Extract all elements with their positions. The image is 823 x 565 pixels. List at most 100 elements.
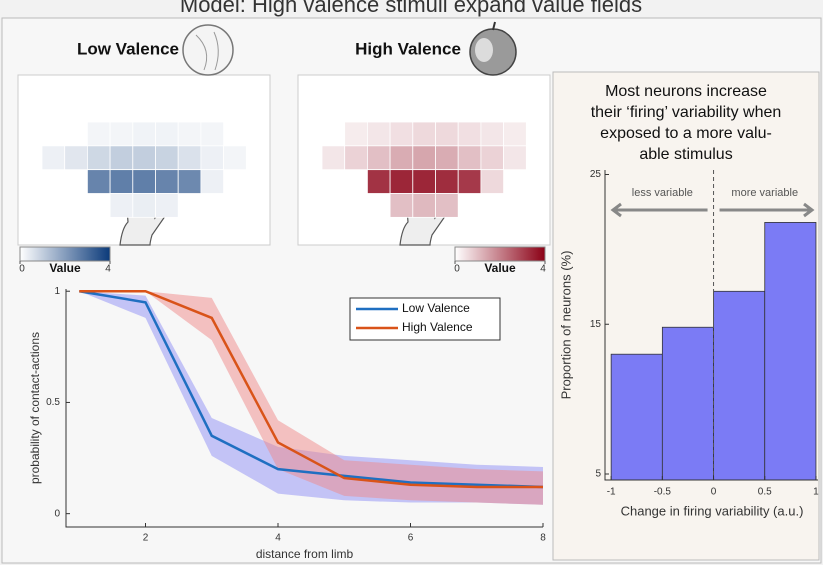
heatmap-cell: [480, 145, 504, 171]
heatmap-cell: [132, 145, 156, 171]
heatmap-cell: [435, 145, 459, 171]
heatmap-cell: [389, 145, 414, 171]
x-axis-label: distance from limb: [256, 547, 354, 561]
heatmap-cell: [435, 121, 459, 147]
heatmap-cell: [503, 145, 527, 171]
heatmap-cell: [155, 145, 179, 171]
heatmap-cell: [412, 145, 436, 171]
heatmap-cell: [109, 121, 134, 147]
panel-title: able stimulus: [639, 146, 732, 163]
heatmap-cell: [457, 121, 482, 147]
x-tick-label: -1: [607, 487, 616, 498]
colorbar: [454, 246, 546, 262]
heatmap-cell: [366, 145, 391, 171]
bar: [713, 290, 766, 481]
heatmap-cell: [155, 193, 179, 218]
panel-title: Most neurons increase: [605, 83, 767, 100]
heatmap-cell: [132, 193, 156, 218]
heatmap-cell: [412, 121, 436, 147]
heatmap-cell: [344, 145, 368, 171]
heatmap-cell: [132, 121, 156, 147]
heatmap-cell: [87, 145, 111, 171]
heatmap-cell: [480, 169, 504, 194]
heatmap-cell: [177, 145, 202, 171]
panel-title: High Valence: [355, 39, 461, 58]
line: [79, 289, 543, 489]
heatmap-cell: [366, 121, 391, 147]
confidence-band: [79, 291, 543, 505]
x-tick-label: 0.5: [758, 487, 772, 498]
arrow: [610, 202, 708, 218]
heatmap-cell: [412, 193, 436, 218]
y-tick-label: 0.5: [46, 397, 60, 408]
heatmap-cell: [480, 121, 504, 147]
line: [79, 289, 544, 489]
colorbar-label: Value: [484, 261, 516, 275]
heatmap-cell: [109, 169, 134, 194]
panel-title: Low Valence: [77, 39, 179, 58]
heatmap-cell: [366, 169, 391, 194]
heatmap-cell: [435, 169, 459, 194]
heatmap-cell: [200, 121, 224, 147]
axes: [65, 289, 543, 528]
x-tick-label: -0.5: [654, 487, 672, 498]
heatmap-cell: [503, 121, 527, 147]
x-tick-label: 6: [408, 533, 414, 544]
heatmap-cell: [412, 169, 436, 194]
heatmap-cell: [109, 193, 134, 218]
bar: [661, 326, 714, 481]
y-tick-label: 1: [54, 286, 60, 297]
y-axis-label: probability of contact-actions: [28, 332, 42, 484]
colorbar-tick-label: 0: [19, 264, 25, 275]
heatmap-cell: [177, 169, 202, 194]
heatmap-cell: [177, 121, 202, 147]
heatmap-cell: [321, 145, 346, 171]
x-tick-label: 8: [540, 533, 546, 544]
y-tick-label: 15: [590, 319, 602, 330]
annotation: more variable: [731, 187, 798, 199]
y-tick-label: 25: [590, 169, 602, 180]
x-tick-label: 1: [813, 487, 819, 498]
heatmap-cell: [389, 193, 414, 218]
annotation: less variable: [632, 187, 693, 199]
x-tick-label: 0: [711, 487, 717, 498]
x-tick-label: 4: [275, 533, 281, 544]
heatmap-cell: [344, 121, 368, 147]
axes: [604, 170, 818, 481]
heatmap-cell: [155, 121, 179, 147]
arrow: [719, 202, 815, 218]
colorbar-label: Value: [49, 261, 81, 275]
colorbar-tick-label: 4: [540, 264, 546, 275]
heatmap-cell: [87, 169, 111, 194]
bar: [610, 353, 663, 481]
heatmap-cell: [200, 169, 224, 194]
x-tick-label: 2: [143, 533, 149, 544]
x-axis-label: Change in firing variability (a.u.): [621, 503, 804, 518]
panel-title: exposed to a more valu-: [600, 125, 772, 142]
legend-box: [349, 297, 501, 341]
figure-title: Model: High valence stimuli expand value…: [180, 0, 642, 17]
apple-icon: [182, 24, 234, 76]
panel-title: their ‘firing’ variability when: [591, 104, 782, 121]
heatmap-cell: [109, 145, 134, 171]
heatmap-cell: [457, 145, 482, 171]
legend-label: High Valence: [402, 320, 473, 334]
colorbar: [19, 246, 111, 262]
heatmap-cell: [457, 169, 482, 194]
colorbar-tick-label: 4: [105, 264, 111, 275]
legend-label: Low Valence: [402, 301, 470, 315]
heatmap-cell: [41, 145, 66, 171]
heatmap-cell: [200, 145, 224, 171]
heatmap-cell: [132, 169, 156, 194]
heatmap-cell: [389, 169, 414, 194]
heatmap-cell: [223, 145, 247, 171]
heatmap-cell: [435, 193, 459, 218]
y-tick-label: 0: [54, 508, 60, 519]
heatmap-cell: [87, 121, 111, 147]
y-tick-label: 5: [595, 469, 601, 480]
apple-icon: [469, 21, 517, 76]
bar: [764, 222, 817, 481]
colorbar-tick-label: 0: [454, 264, 460, 275]
heatmap-cell: [389, 121, 414, 147]
